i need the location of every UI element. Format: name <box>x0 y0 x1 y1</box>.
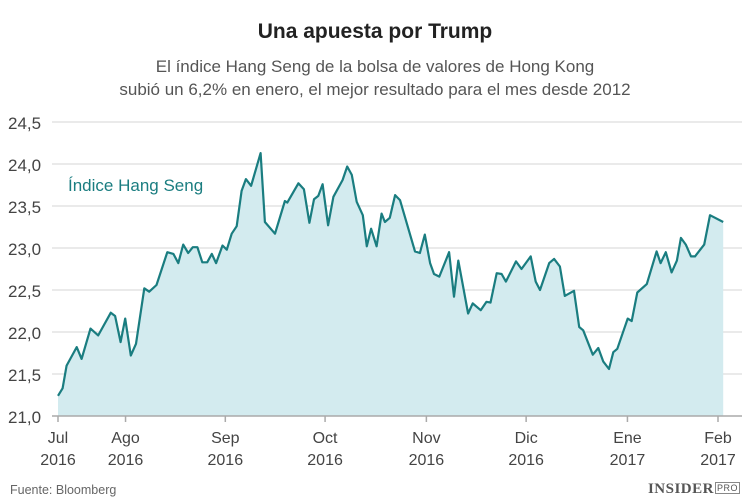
x-tick-year: 2016 <box>108 452 144 469</box>
logo-badge: PRO <box>714 482 740 494</box>
y-tick-label: 23,0 <box>8 240 41 259</box>
chart-subtitle-line-2: subió un 6,2% en enero, el mejor resulta… <box>119 80 631 99</box>
x-tick-year: 2016 <box>508 452 544 469</box>
insider-pro-logo: INSIDER PRO <box>648 481 740 498</box>
chart-subtitle-line-1: El índice Hang Seng de la bolsa de valor… <box>155 57 595 76</box>
y-tick-label: 24,0 <box>8 156 41 175</box>
y-tick-label: 24,5 <box>8 114 41 133</box>
x-tick-month: Oct <box>313 430 338 447</box>
x-tick-year: 2017 <box>700 452 736 469</box>
x-tick-year: 2016 <box>409 452 445 469</box>
x-tick-month: Sep <box>211 430 240 447</box>
x-tick-month: Feb <box>704 430 732 447</box>
y-tick-label: 23,5 <box>8 198 41 217</box>
x-tick-year: 2016 <box>208 452 244 469</box>
x-tick-year: 2016 <box>307 452 343 469</box>
y-tick-label: 21,5 <box>8 366 41 385</box>
series-line <box>57 152 724 397</box>
x-tick-month: Nov <box>412 430 440 447</box>
y-tick-label: 21,0 <box>8 408 41 427</box>
chart-title: Una apuesta por Trump <box>257 20 493 43</box>
series-area <box>58 153 724 416</box>
x-tick-month: Ene <box>613 430 642 447</box>
x-tick-month: Jul <box>48 430 68 447</box>
x-tick-month: Dic <box>515 430 538 447</box>
x-tick-year: 2016 <box>40 452 76 469</box>
x-tick-year: 2017 <box>610 452 646 469</box>
logo-text: INSIDER <box>647 481 714 497</box>
series-label: Índice Hang Seng <box>68 176 203 195</box>
y-tick-label: 22,0 <box>8 324 41 343</box>
x-tick-month: Ago <box>111 430 140 447</box>
y-tick-label: 22,5 <box>8 282 41 301</box>
source-note: Fuente: Bloomberg <box>10 483 117 497</box>
